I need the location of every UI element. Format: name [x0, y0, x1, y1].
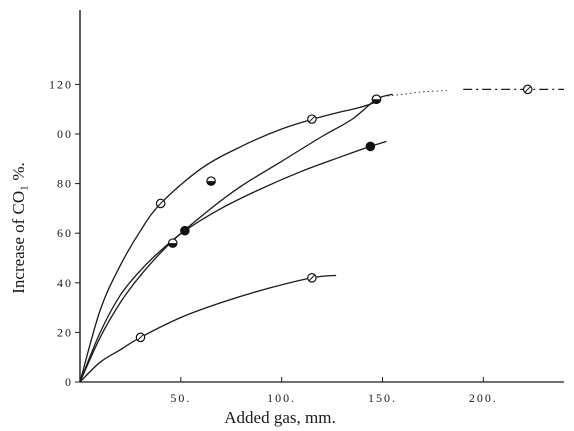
- points-layer: [135, 84, 533, 343]
- x-tick-label: 100.: [267, 391, 296, 405]
- data-point-slash: [157, 200, 164, 207]
- data-point-half-fill: [372, 99, 381, 104]
- y-tick-label: 120: [49, 77, 73, 91]
- y-tick-label: 0: [65, 375, 73, 389]
- extension-dotted-line: [378, 90, 448, 98]
- series-curve: [79, 140, 387, 383]
- series-curve: [79, 274, 337, 383]
- series-curve: [79, 93, 393, 383]
- data-point-slash: [308, 115, 316, 123]
- y-tick-label: 80: [57, 177, 73, 191]
- data-point-half-fill: [206, 181, 216, 186]
- x-tick-label: 150.: [368, 391, 397, 405]
- x-axis-label: Added gas, mm.: [224, 408, 335, 427]
- data-point-slash: [308, 274, 316, 282]
- x-tick-label: 50.: [170, 391, 191, 405]
- axes-layer: [79, 10, 564, 383]
- ticks-layer: 0 20 40 60 80 00 120 50. 100. 150. 200.: [49, 77, 498, 405]
- data-point-filled: [180, 225, 190, 236]
- series-curve: [79, 101, 377, 383]
- data-point-slash: [524, 86, 531, 93]
- y-tick-label: 00: [57, 127, 73, 141]
- x-tick-label: 200.: [469, 391, 498, 405]
- y-tick-label: 60: [57, 226, 73, 240]
- data-point-filled: [365, 141, 376, 152]
- curves-layer: [79, 88, 564, 383]
- y-tick-label: 40: [57, 276, 73, 290]
- y-tick-label: 20: [57, 325, 73, 339]
- y-axis-label: Increase of CO₁ %.: [9, 162, 28, 293]
- data-point-slash: [137, 334, 144, 341]
- data-point-half-fill: [168, 243, 177, 248]
